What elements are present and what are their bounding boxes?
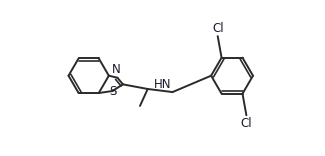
Text: S: S xyxy=(110,85,117,98)
Text: Cl: Cl xyxy=(240,117,252,130)
Text: HN: HN xyxy=(153,78,171,90)
Text: N: N xyxy=(112,63,121,76)
Text: Cl: Cl xyxy=(212,22,224,35)
